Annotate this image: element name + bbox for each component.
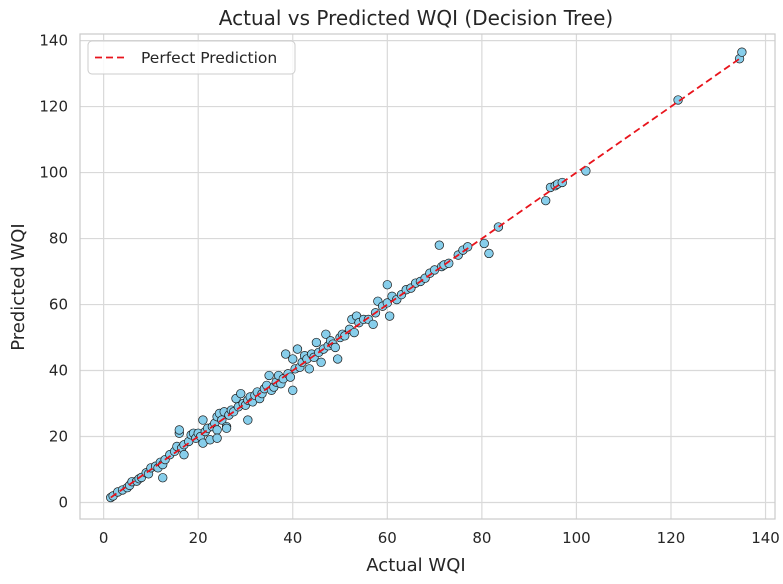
y-tick-label: 60 <box>49 296 68 314</box>
y-tick-label: 120 <box>39 98 68 116</box>
data-point <box>330 342 340 353</box>
legend-box <box>87 40 296 75</box>
grid <box>80 34 775 519</box>
y-tick-label: 80 <box>49 230 68 248</box>
data-point <box>581 166 591 176</box>
data-point <box>673 95 683 105</box>
y-tick-label: 100 <box>39 164 68 182</box>
x-tick-label: 80 <box>472 529 491 547</box>
data-points <box>106 47 747 503</box>
data-point <box>479 238 489 249</box>
x-tick-label: 40 <box>283 529 302 547</box>
data-point <box>198 415 208 425</box>
data-point <box>737 47 747 57</box>
data-point <box>236 388 246 399</box>
data-point <box>212 433 222 443</box>
data-point <box>158 473 168 483</box>
x-tick-label: 0 <box>99 529 109 547</box>
data-point <box>174 425 184 435</box>
data-point <box>385 311 395 321</box>
y-tick-label: 0 <box>58 494 68 512</box>
x-tick-label: 100 <box>562 529 591 547</box>
x-axis-label: Actual WQI <box>366 555 465 576</box>
y-tick-label: 20 <box>49 428 68 446</box>
data-point <box>333 354 343 364</box>
data-point <box>281 349 291 359</box>
data-point <box>179 450 189 460</box>
legend: Perfect Prediction <box>87 40 296 75</box>
data-point <box>311 337 322 348</box>
data-point <box>434 240 444 250</box>
data-point <box>221 423 232 433</box>
chart-title: Actual vs Predicted WQI (Decision Tree) <box>219 6 613 30</box>
y-tick-label: 40 <box>49 362 68 380</box>
x-tick-label: 120 <box>657 529 686 547</box>
data-point <box>368 319 378 329</box>
data-point <box>288 385 298 395</box>
y-tick-label: 140 <box>39 32 68 50</box>
data-point <box>316 357 326 367</box>
legend-label-perfect-prediction: Perfect Prediction <box>141 49 277 67</box>
data-point <box>264 370 274 381</box>
data-point <box>541 195 551 206</box>
data-point <box>349 327 359 338</box>
x-tick-label: 140 <box>751 529 780 547</box>
x-tick-label: 60 <box>378 529 397 547</box>
data-point <box>288 354 298 364</box>
tick-labels: 0 20 40 60 80 100 120 140 0 20 40 60 80 100 120 140 <box>39 32 780 547</box>
data-point <box>292 344 303 354</box>
data-point <box>484 248 494 259</box>
data-point <box>304 364 314 374</box>
data-point <box>285 372 296 382</box>
data-point <box>382 280 392 290</box>
data-point <box>243 415 253 425</box>
y-axis-label: Predicted WQI <box>8 223 29 351</box>
data-point <box>321 329 331 339</box>
plot-area-frame <box>79 33 776 520</box>
perfect-prediction-line <box>110 56 743 499</box>
data-point <box>444 258 454 268</box>
data-point <box>212 425 222 435</box>
x-tick-label: 20 <box>189 529 208 547</box>
